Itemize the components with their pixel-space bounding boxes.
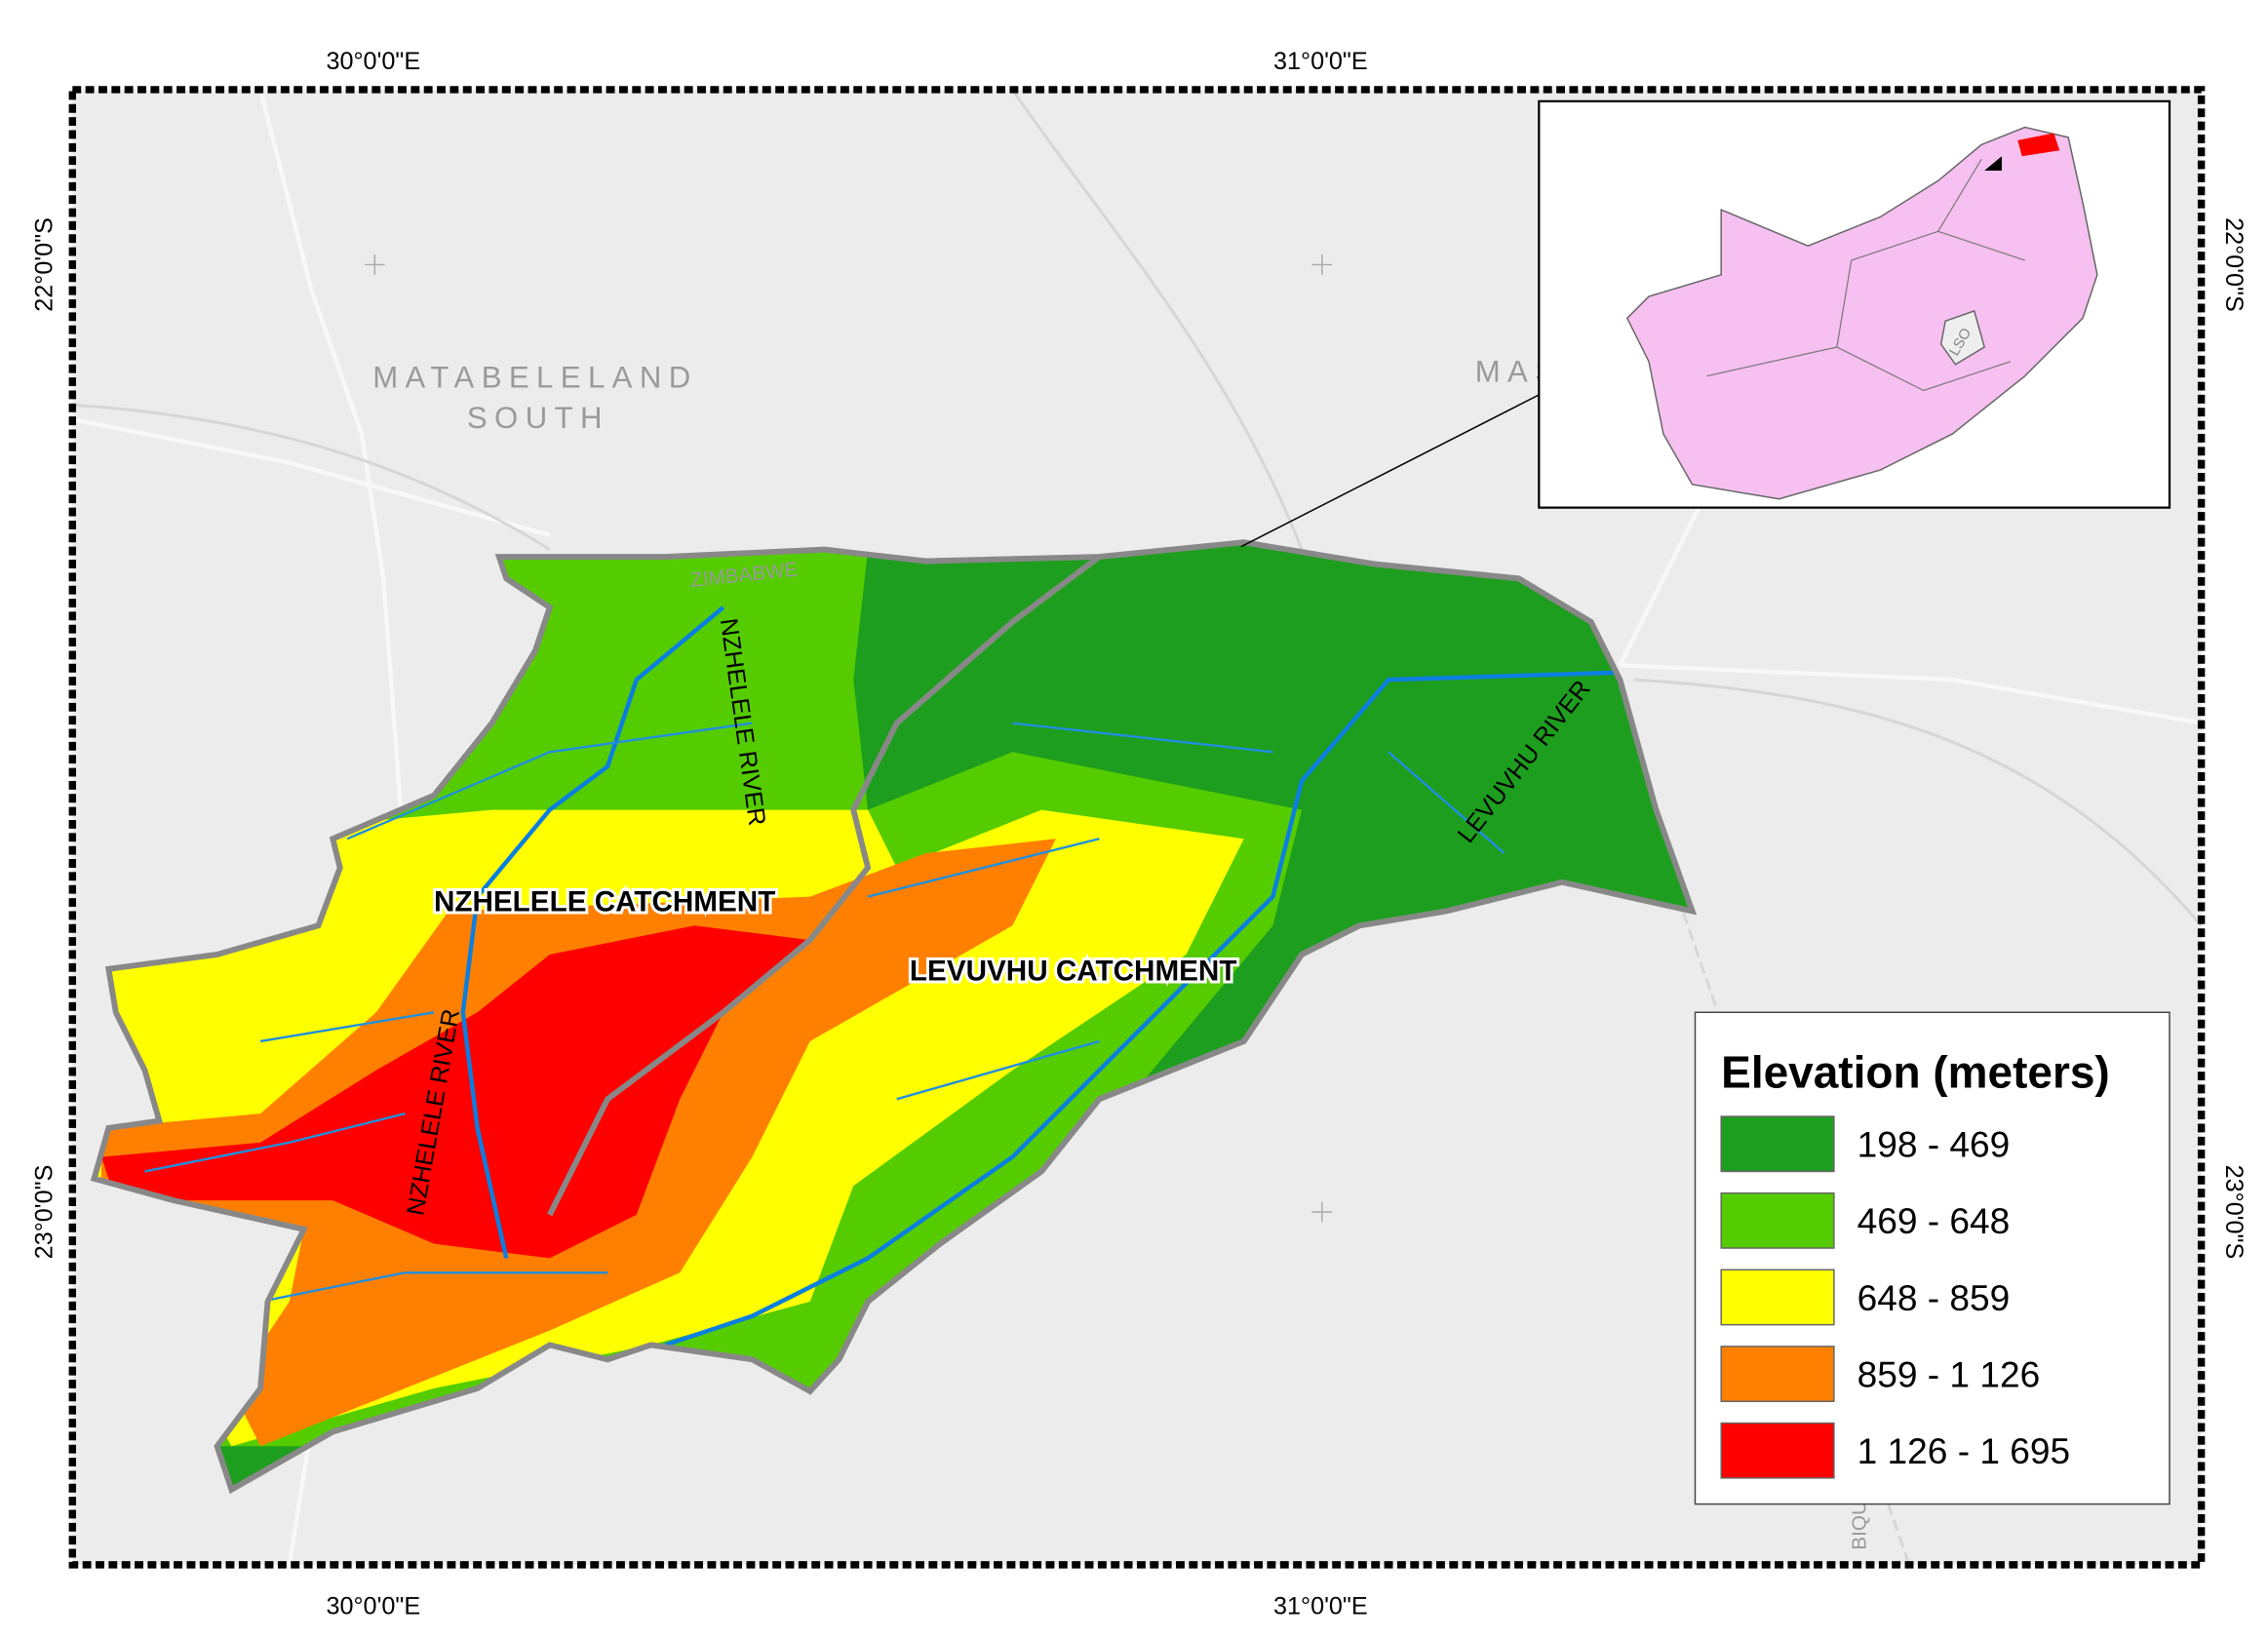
lon-label: 31°0'0"E xyxy=(1273,48,1368,75)
lon-label: 31°0'0"E xyxy=(1273,1592,1368,1620)
road xyxy=(1620,663,2203,725)
elevation-zone xyxy=(100,925,810,1259)
inset-highlight xyxy=(2017,133,2060,157)
border xyxy=(1011,89,1304,551)
legend-label: 198 - 469 xyxy=(1857,1124,2011,1165)
legend-label: 859 - 1 126 xyxy=(1857,1353,2041,1394)
river xyxy=(664,670,1621,1347)
lon-label: 30°0'0"E xyxy=(326,1592,420,1620)
legend-swatch xyxy=(1720,1115,1835,1173)
river xyxy=(144,722,1505,1304)
inset-lesotho xyxy=(1939,309,1986,366)
legend-swatch xyxy=(1720,1269,1835,1326)
river xyxy=(460,605,725,1259)
arrow-head xyxy=(1984,156,2002,172)
border xyxy=(72,403,551,551)
place-label: MATABELELAND xyxy=(372,361,697,395)
legend-box xyxy=(1694,1011,2170,1505)
lat-label: 22°0'0"S xyxy=(31,217,59,312)
graticule-marks xyxy=(364,254,1333,1223)
lat-label: 23°0'0"S xyxy=(31,1165,59,1260)
catchment-label: LEVUVHU CATCHMENT xyxy=(910,956,1237,988)
legend-label: 469 - 648 xyxy=(1857,1200,2011,1241)
place-label: SOUTH xyxy=(467,401,609,435)
road xyxy=(71,416,551,537)
lat-label: 22°0'0"S xyxy=(2220,217,2248,312)
graticule-cross xyxy=(364,254,1333,1223)
lat-label: 23°0'0"S xyxy=(2220,1165,2248,1260)
legend-label: 1 126 - 1 695 xyxy=(1857,1430,2071,1471)
legend-items: 198 - 469 469 - 648 648 - 859 859 - 1 126 1 … xyxy=(1720,1115,2071,1479)
inset-country xyxy=(1625,126,2098,500)
legend-label: 648 - 859 xyxy=(1857,1277,2011,1318)
legend-swatch xyxy=(1720,1191,1835,1249)
legend-swatch xyxy=(1720,1346,1835,1403)
inset-provinces xyxy=(1706,158,2025,392)
lon-label: 30°0'0"E xyxy=(326,48,420,75)
inset-province xyxy=(1706,158,2025,392)
legend-swatch xyxy=(1720,1422,1835,1479)
border xyxy=(1634,678,2203,927)
catchment-divide xyxy=(547,554,1102,1217)
legend-title: Elevation (meters) xyxy=(1721,1046,2110,1097)
catchment-label: NZHELELE CATCHMENT xyxy=(434,885,775,918)
